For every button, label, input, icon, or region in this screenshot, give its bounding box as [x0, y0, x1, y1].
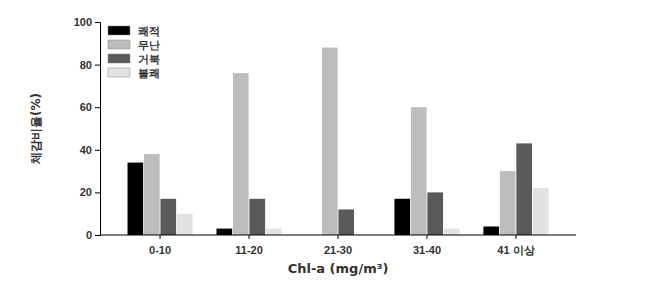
- y-tick: 40: [80, 144, 100, 156]
- bar: [394, 199, 410, 235]
- bar: [128, 163, 144, 235]
- y-tick-label: 20: [80, 186, 92, 198]
- legend-label: 무난: [138, 39, 160, 52]
- y-tick: 80: [80, 59, 100, 71]
- y-tick: 20: [80, 186, 100, 198]
- bar: [177, 214, 193, 235]
- y-tick: 100: [74, 16, 100, 28]
- y-tick-mark: [95, 65, 100, 66]
- bar: [516, 143, 532, 235]
- x-tick: 11-20: [235, 235, 263, 256]
- bar: [144, 154, 160, 235]
- bars: [128, 48, 549, 235]
- legend-item: 거북: [108, 53, 160, 66]
- legend-label: 불쾌: [138, 67, 160, 80]
- x-tick: 41 이상: [497, 235, 534, 256]
- y-axis-title: 체감비율(%): [29, 93, 43, 165]
- bar: [249, 199, 265, 235]
- y-tick-mark: [95, 235, 100, 236]
- bar: [411, 107, 427, 235]
- legend: 쾌적무난거북불쾌: [108, 25, 160, 80]
- y-axis: 0 20 40 60 80 100: [74, 16, 101, 241]
- bar: [427, 192, 443, 235]
- legend-label: 쾌적: [138, 25, 160, 38]
- x-tick-mark: [515, 235, 516, 239]
- y-tick-label: 40: [80, 144, 92, 156]
- legend-swatch: [108, 40, 130, 49]
- bar: [322, 48, 338, 235]
- y-tick: 0: [86, 229, 100, 241]
- y-tick: 60: [80, 101, 100, 113]
- x-tick: 21-30: [324, 235, 352, 256]
- x-tick: 31-40: [413, 235, 441, 256]
- x-tick-label: 31-40: [413, 244, 441, 256]
- bar: [160, 199, 176, 235]
- legend-item: 불쾌: [108, 67, 160, 80]
- bar: [444, 229, 460, 235]
- y-tick-label: 60: [80, 101, 92, 113]
- legend-swatch: [108, 54, 130, 63]
- x-tick-label: 11-20: [235, 244, 263, 256]
- x-tick-label: 21-30: [324, 244, 352, 256]
- x-axis: 0-10 11-20 21-30 31-40 41 이상: [100, 235, 576, 256]
- bar: [216, 229, 232, 235]
- x-tick-mark: [160, 235, 161, 239]
- y-tick-label: 100: [74, 16, 92, 28]
- x-tick-label: 41 이상: [497, 244, 534, 256]
- y-tick-mark: [95, 107, 100, 108]
- legend-item: 쾌적: [108, 25, 160, 38]
- x-tick-mark: [249, 235, 250, 239]
- legend-label: 거북: [138, 53, 160, 66]
- x-tick-mark: [338, 235, 339, 239]
- bar: [500, 171, 516, 235]
- y-tick-mark: [95, 192, 100, 193]
- bar: [483, 226, 499, 235]
- bar: [266, 229, 282, 235]
- x-tick-mark: [426, 235, 427, 239]
- y-axis-line: [95, 23, 101, 236]
- bar: [233, 73, 249, 235]
- y-tick-mark: [95, 150, 100, 151]
- legend-item: 무난: [108, 39, 160, 52]
- y-tick-mark: [95, 22, 100, 23]
- y-tick-label: 0: [86, 229, 92, 241]
- legend-swatch: [108, 68, 130, 77]
- y-tick-label: 80: [80, 59, 92, 71]
- bar: [338, 209, 354, 235]
- x-tick-label: 0-10: [149, 244, 171, 256]
- legend-swatch: [108, 26, 130, 35]
- bar: [533, 188, 549, 235]
- x-tick: 0-10: [149, 235, 171, 256]
- x-axis-title: Chl-a (mg/m³): [288, 261, 389, 276]
